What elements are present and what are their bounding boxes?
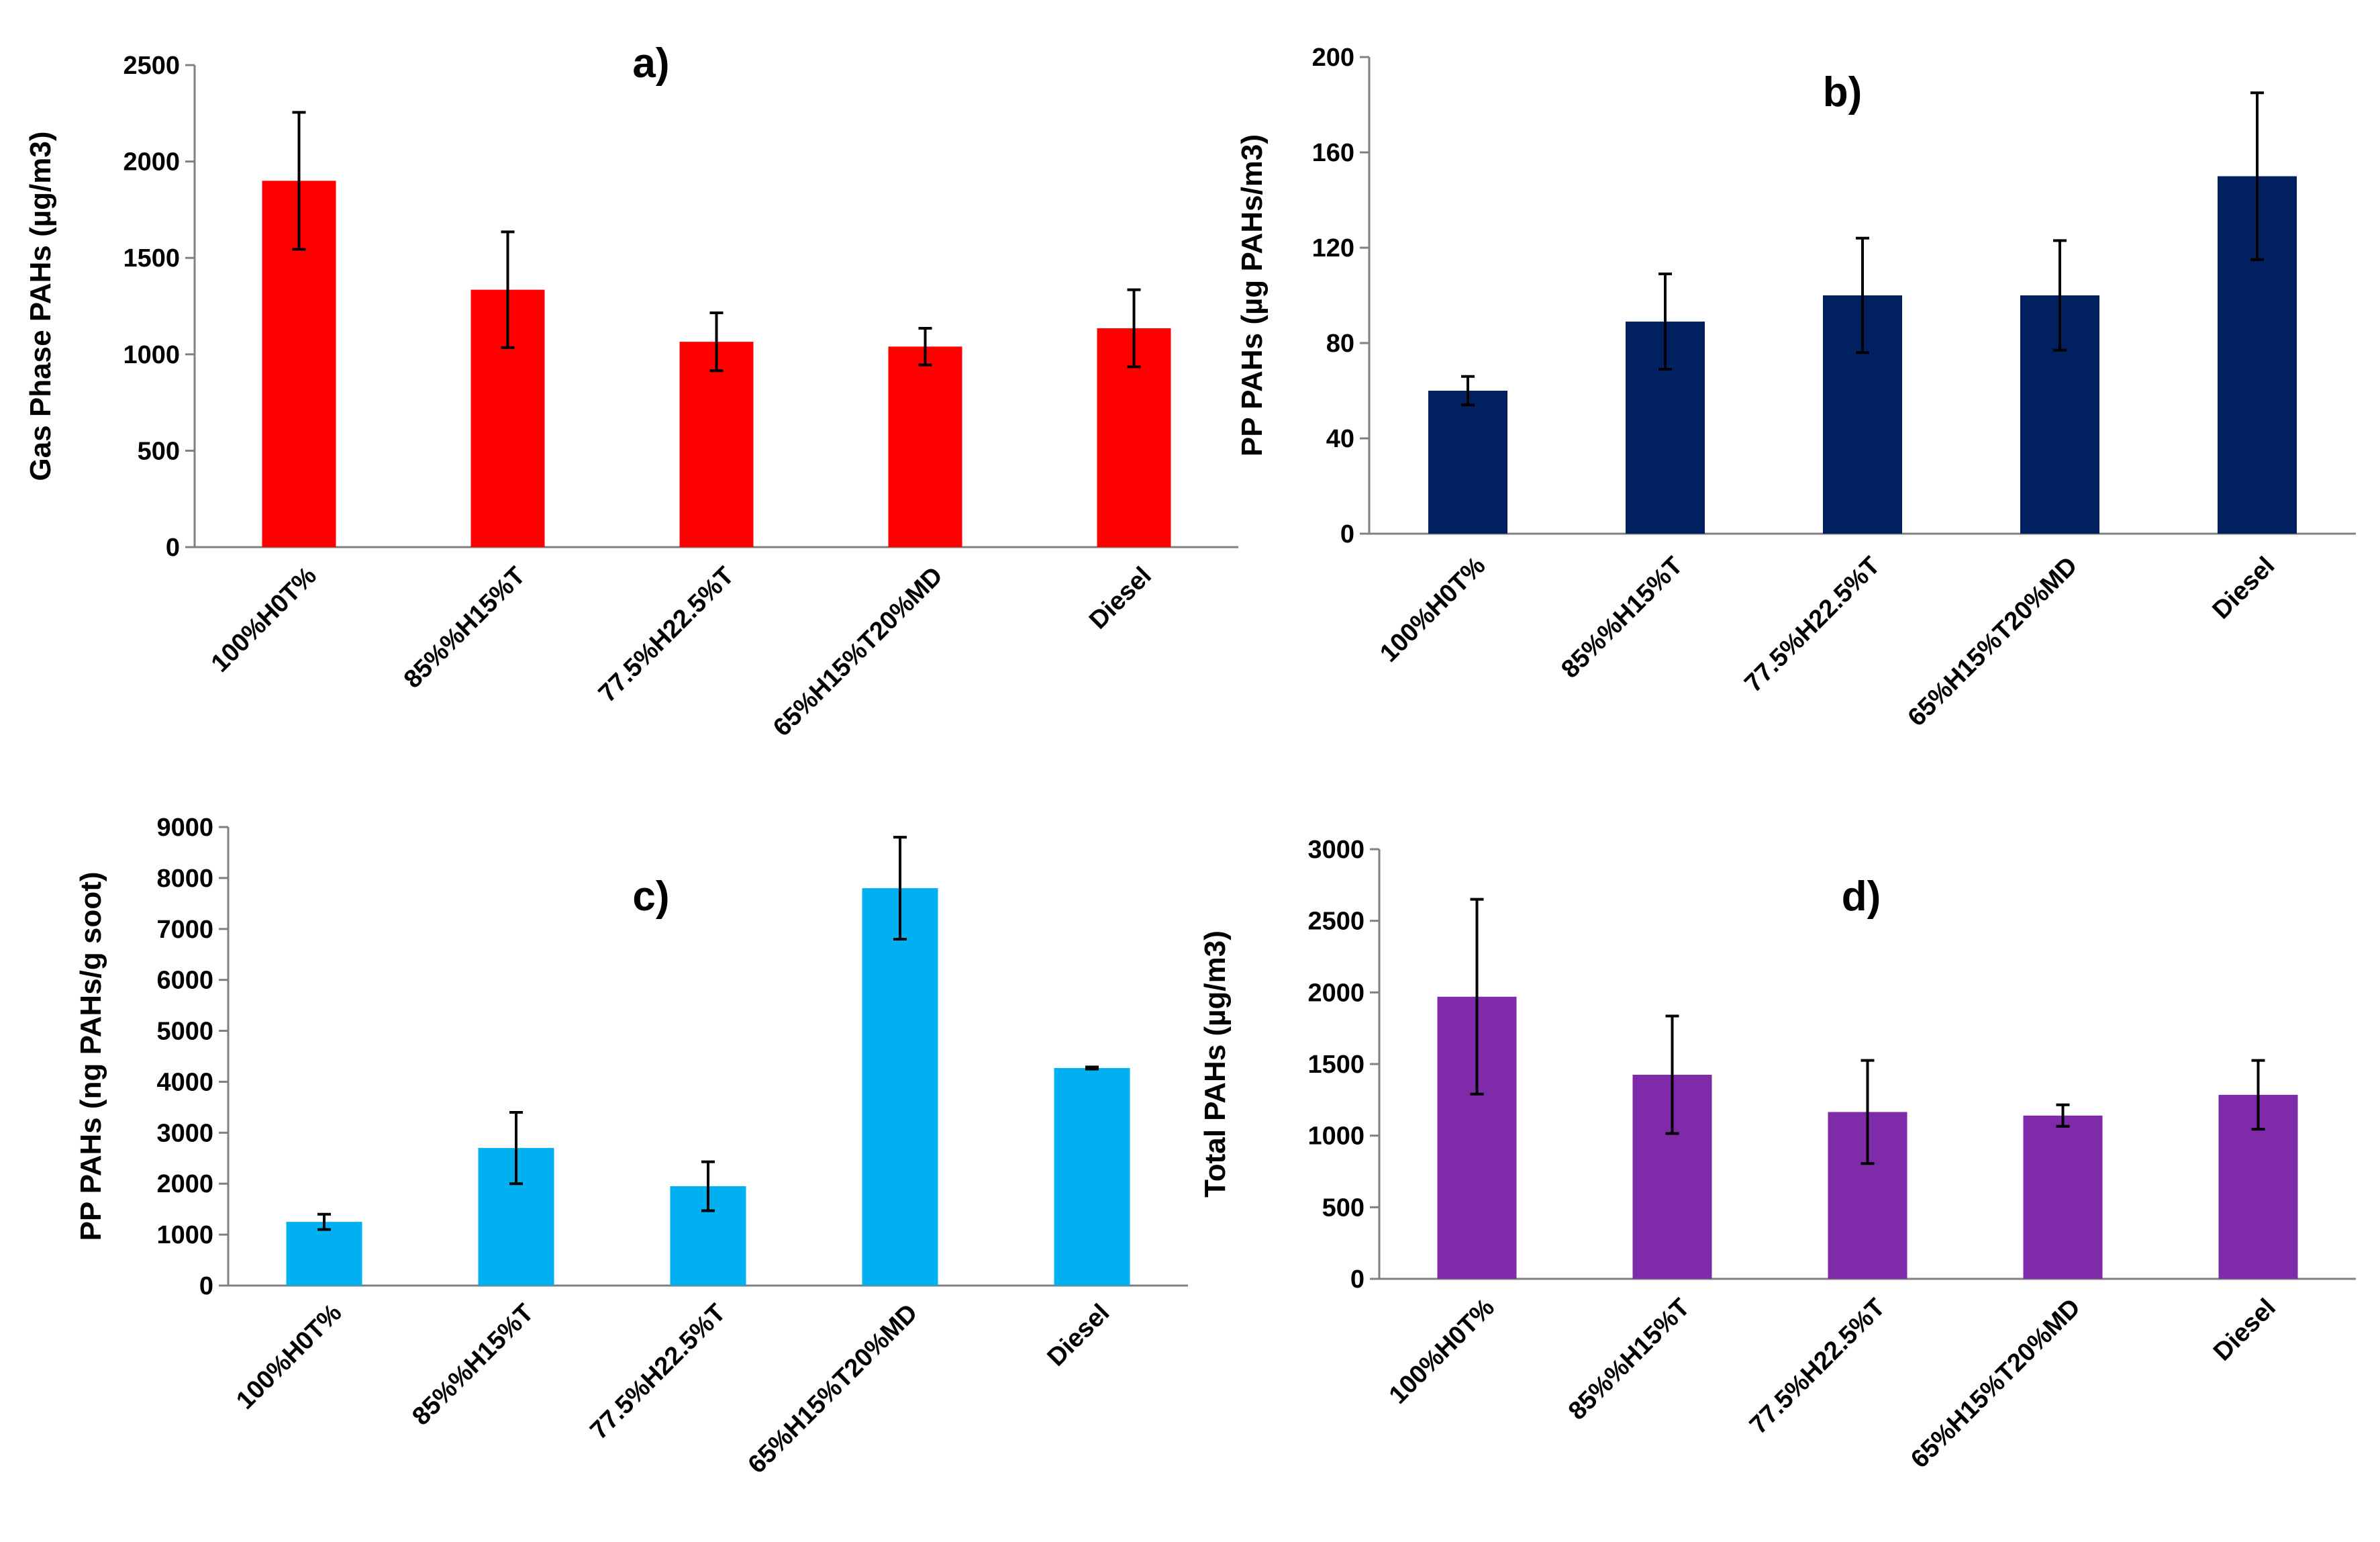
y-tick-label: 200 [1312,44,1354,72]
x-category-label: 77.5%H22.5%T [593,562,740,708]
chart-panel-d: 0 500 1000 1500 2000 2500 3000 100%H0T% 85%%H15%… [1199,836,2356,1474]
bar-c-5 [1054,1067,1130,1286]
x-category-label: 85%%H15%T [407,1299,539,1431]
y-tick-label: 2000 [1307,979,1365,1007]
y-tick-label: 500 [1322,1194,1365,1222]
x-category-label: Diesel [2208,1294,2281,1367]
x-category-label: 65%H15%T20%MD [1903,552,2083,732]
y-tick-label: 120 [1312,234,1354,262]
y-tick-label: 2500 [1307,908,1365,936]
x-category-label: 85%%H15%T [1563,1294,1695,1426]
y-tick-label: 1000 [123,341,180,369]
x-category-label: Diesel [1042,1299,1115,1372]
bar-a-3 [679,342,754,547]
y-tick-label: 2000 [123,148,180,177]
chart-panel-b: 0 40 80 120 160 200 100%H0T% 85%%H15%T 77.5%H22.… [1236,44,2356,732]
panel-title: d) [1842,873,1881,920]
y-tick-label: 2500 [123,52,180,80]
bar-b-1 [1428,391,1507,534]
panel-title: c) [632,873,669,920]
x-category-label: 65%H15%T20%MD [1905,1294,2086,1474]
y-tick-label: 500 [138,437,180,465]
y-tick-label: 8000 [156,865,213,893]
y-tick-label: 3000 [156,1119,213,1147]
panel-title: a) [632,40,669,87]
y-tick-label: 9000 [156,814,213,842]
y-tick-label: 7000 [156,916,213,944]
panel-title: b) [1823,69,1863,115]
bar-c-1 [286,1222,362,1286]
x-category-label: 100%H0T% [206,562,322,678]
x-category-label: 100%H0T% [231,1299,347,1415]
bar-d-4 [2023,1115,2103,1279]
x-category-label: 85%%H15%T [399,562,531,694]
x-category-label: 77.5%H22.5%T [585,1299,731,1445]
y-tick-label: 1500 [123,244,180,273]
y-tick-label: 1000 [156,1221,213,1249]
y-tick-label: 6000 [156,967,213,995]
y-tick-label: 1000 [1307,1122,1365,1151]
chart-panel-a: 0 500 1000 1500 2000 2500 100%H0T% 85%%H15%T 77.… [24,40,1238,742]
x-category-label: Diesel [2207,552,2280,625]
y-tick-label: 0 [166,534,180,562]
y-tick-label: 0 [1340,520,1354,548]
x-category-label: 77.5%H22.5%T [1739,552,1885,698]
y-tick-label: 160 [1312,139,1354,167]
y-tick-label: 1500 [1307,1051,1365,1079]
y-tick-label: 2000 [156,1170,213,1198]
y-tick-label: 0 [1350,1265,1365,1294]
y-tick-label: 3000 [1307,836,1365,864]
bar-a-4 [888,346,962,547]
x-category-label: 77.5%H22.5%T [1744,1294,1891,1440]
y-tick-label: 0 [199,1272,213,1300]
x-category-label: 85%%H15%T [1556,552,1688,684]
y-tick-label: 5000 [156,1018,213,1046]
bar-c-4 [862,888,938,1286]
y-axis-title: Gas Phase PAHs (µg/m3) [24,132,57,481]
y-tick-label: 4000 [156,1068,213,1096]
x-category-label: 65%H15%T20%MD [768,562,948,742]
y-tick-label: 80 [1326,330,1354,358]
y-axis-title: Total PAHs (µg/m3) [1199,930,1232,1198]
y-tick-label: 40 [1326,425,1354,453]
x-category-label: 100%H0T% [1375,552,1491,668]
x-category-label: Diesel [1084,562,1157,635]
y-axis-title: PP PAHs (ng PAHs/g soot) [75,871,107,1241]
x-category-label: 65%H15%T20%MD [743,1299,924,1480]
y-axis-title: PP PAHs (µg PAHs/m3) [1236,134,1269,456]
chart-panel-c: 0 1000 2000 3000 4000 5000 6000 7000 8000 9000 100… [75,814,1188,1479]
x-category-label: 100%H0T% [1384,1294,1500,1410]
